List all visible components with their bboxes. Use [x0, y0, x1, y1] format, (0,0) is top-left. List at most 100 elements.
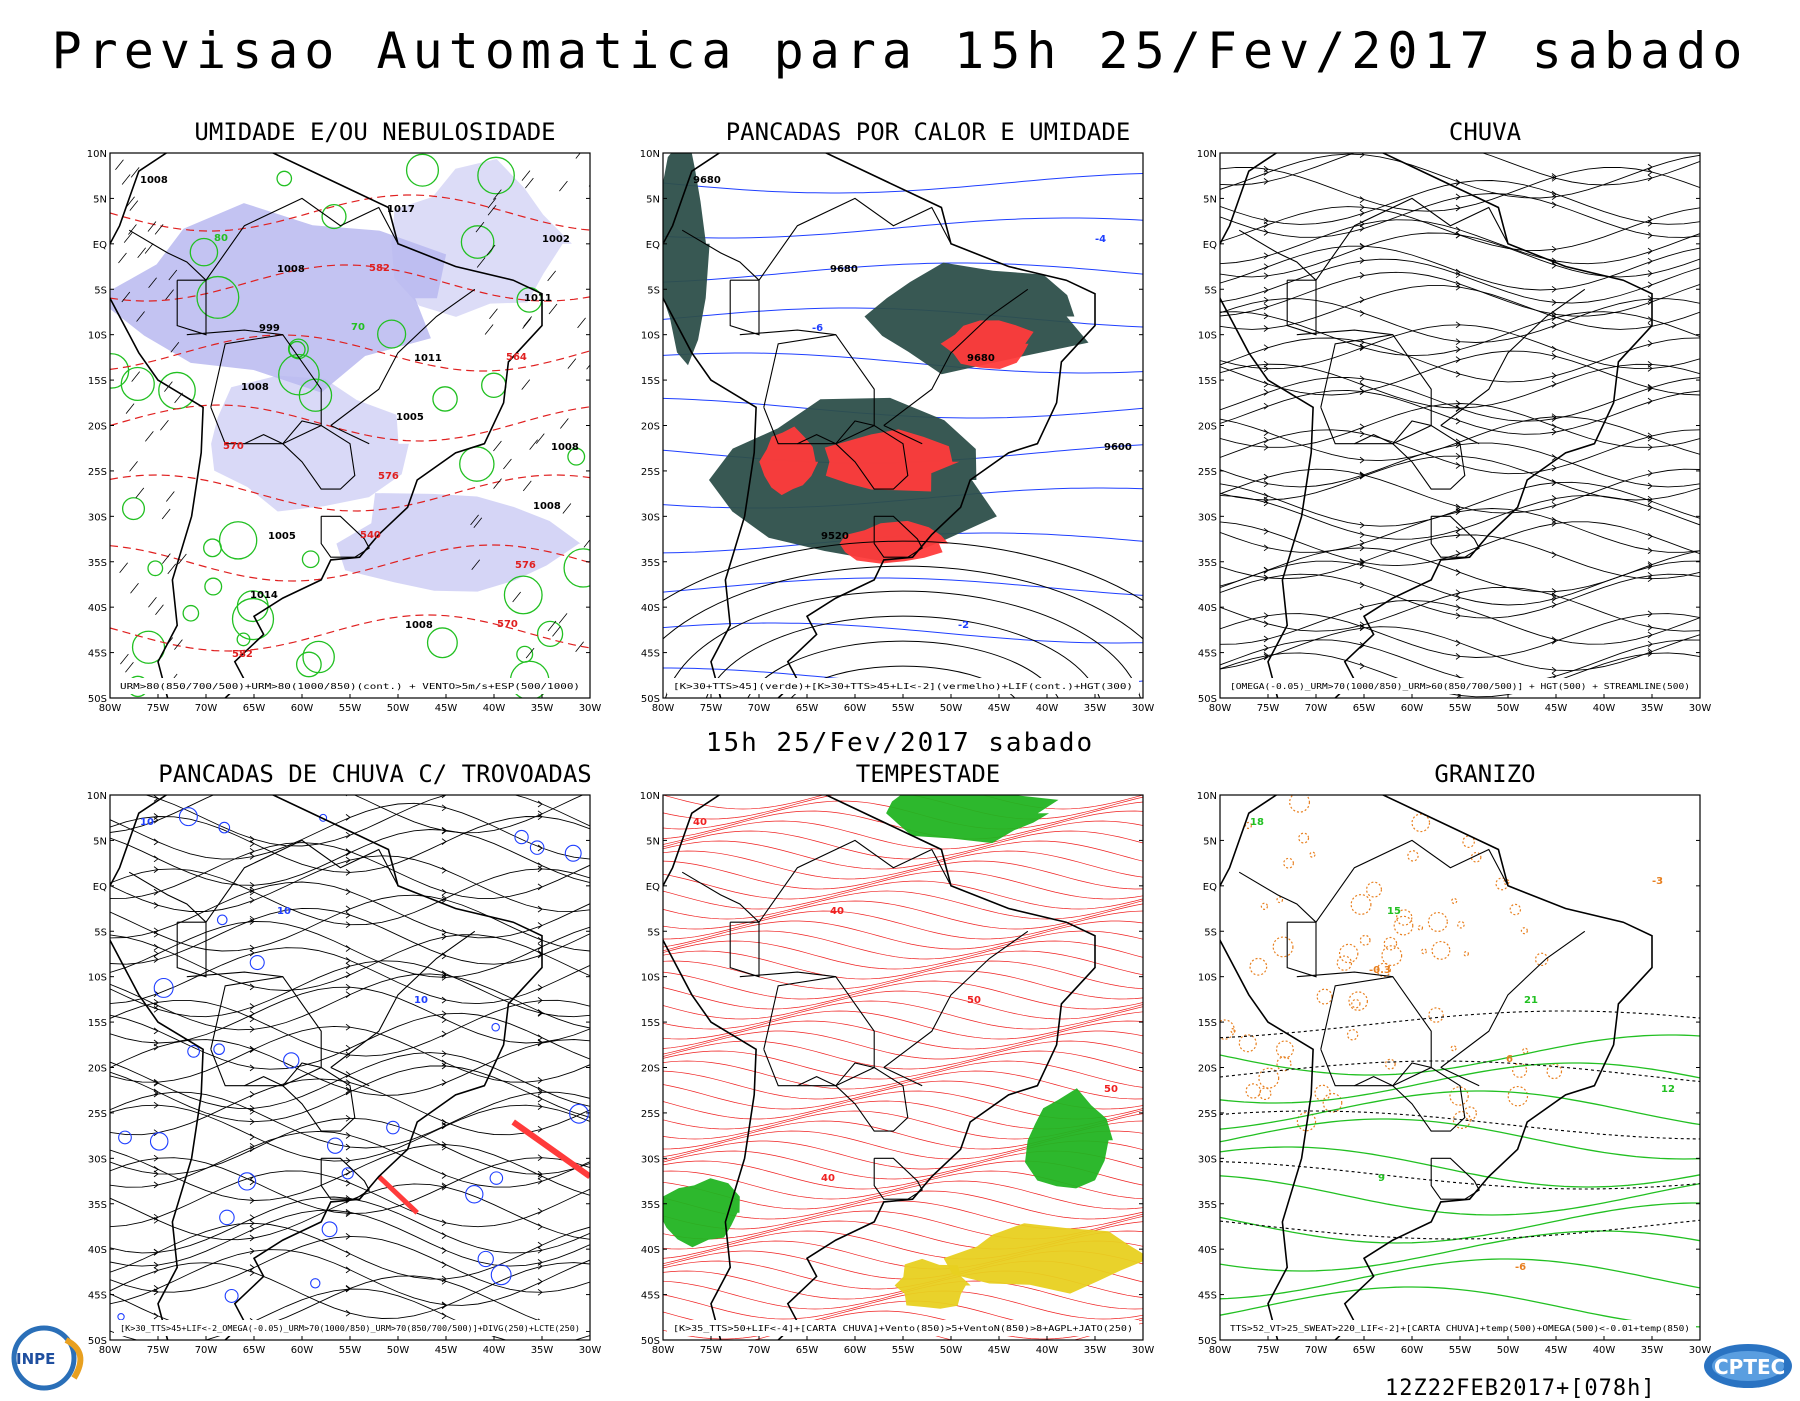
wind-arrow: [115, 159, 124, 171]
lon-label: 35W: [1084, 1345, 1107, 1356]
lon-label: 60W: [844, 1345, 867, 1356]
storm-area: [1025, 1088, 1113, 1189]
streamline-arrow: [537, 1278, 543, 1285]
omega-contour: [1452, 1110, 1471, 1129]
map-plot: [110, 153, 590, 698]
omega-contour: [1522, 1047, 1529, 1054]
lat-label: 5S: [647, 285, 660, 296]
streamline-arrow: [1359, 642, 1365, 649]
lon-label: 75W: [1257, 703, 1280, 714]
streamline-arrow: [345, 814, 351, 821]
lon-label: 55W: [892, 703, 915, 714]
streamline-arrow: [345, 1157, 351, 1164]
streamline-arrow: [1647, 397, 1653, 405]
lat-label: 25S: [1198, 467, 1217, 478]
streamline-arrow: [537, 883, 543, 891]
wind-contour: [663, 1010, 1143, 1040]
lat-label: 5N: [646, 836, 660, 847]
lon-label: 30W: [579, 703, 602, 714]
streamline-arrow: [1455, 346, 1461, 353]
country-border: [1296, 971, 1393, 978]
convection-area: [663, 153, 710, 366]
streamline-arrow: [249, 1107, 255, 1115]
streamline-arrow: [1551, 372, 1557, 379]
lon-label: 50W: [940, 1345, 963, 1356]
caption-box: [1224, 1320, 1696, 1336]
omega-contour: [1376, 962, 1391, 978]
divergence-contour: [489, 1171, 504, 1185]
wind-arrow: [486, 244, 496, 256]
streamline-arrow: [1456, 143, 1460, 149]
streamline-arrow: [153, 1002, 159, 1010]
south-america-coastline: [663, 153, 1096, 698]
lon-label: 70W: [195, 1345, 218, 1356]
lon-label: 70W: [748, 1345, 771, 1356]
streamline-arrow: [1455, 462, 1461, 469]
lat-label: 10S: [641, 331, 660, 342]
temperature-contour: [1220, 1062, 1700, 1104]
country-border: [797, 1075, 837, 1087]
lat-label: 5N: [93, 836, 107, 847]
lon-label: 75W: [700, 1345, 723, 1356]
lon-label: 40W: [1036, 1345, 1059, 1356]
streamline-arrow: [1455, 526, 1461, 533]
country-border: [739, 329, 836, 336]
streamline-arrow: [249, 1247, 255, 1255]
streamline-arrow: [345, 1233, 351, 1240]
country-border: [1430, 515, 1480, 558]
streamline-arrow: [1551, 595, 1557, 602]
jet-area: [894, 1258, 971, 1309]
contour-label: -2: [958, 620, 969, 631]
streamline-arrow: [1359, 343, 1365, 351]
wind-arrow: [135, 487, 145, 499]
wind-contour: [663, 980, 1143, 1010]
wind-arrow: [129, 461, 138, 472]
country-border: [763, 976, 875, 1087]
lat-label: 20S: [1198, 1064, 1217, 1075]
streamline-arrow: [1455, 438, 1461, 446]
unstable-area: [824, 429, 960, 492]
country-border: [1320, 334, 1432, 445]
streamline-arrow: [1647, 575, 1653, 583]
divergence-contour: [117, 1313, 125, 1321]
streamline-arrow: [1455, 508, 1461, 515]
country-border: [210, 976, 322, 1087]
streamline-arrow: [1455, 506, 1461, 514]
streamline-arrow: [1359, 209, 1365, 217]
contour-label: 1011: [414, 353, 442, 364]
lat-label: 10N: [87, 149, 107, 160]
streamline-arrow: [345, 1179, 351, 1187]
streamline-arrow: [1647, 650, 1653, 657]
lon-label: 30W: [1132, 1345, 1155, 1356]
wind-contour: [663, 795, 1143, 820]
wind-contour: [663, 960, 1143, 990]
streamline-arrow: [1455, 271, 1461, 279]
contour-label: 40: [821, 1173, 835, 1184]
lon-label: 45W: [1545, 703, 1568, 714]
temperature-contour: [1220, 1090, 1700, 1130]
streamline-arrow: [441, 1312, 447, 1320]
humidity-contour: [196, 275, 240, 319]
streamline-arrow: [441, 1277, 447, 1285]
wind-arrow: [160, 419, 169, 431]
thickness-contour: [110, 264, 590, 302]
contour-label: 50: [1104, 1084, 1118, 1095]
lat-label: 40S: [1198, 603, 1217, 614]
lon-label: 75W: [700, 703, 723, 714]
lat-label: 10S: [641, 973, 660, 984]
streamline-arrow: [153, 950, 159, 958]
country-border: [1354, 1075, 1394, 1087]
streamline-arrow: [153, 1079, 159, 1087]
streamline-arrow: [441, 804, 447, 812]
lat-label: 25S: [641, 467, 660, 478]
divergence-contour: [149, 1132, 169, 1151]
main-title: Previsao Automatica para 15h 25/Fev/2017…: [51, 22, 1749, 80]
lat-label: EQ: [93, 240, 107, 251]
panel-caption: [K>35_TTS>50+LIF<-4]+[CARTA CHUVA]+Vento…: [673, 1324, 1133, 1333]
streamline-arrow: [249, 918, 255, 925]
wind-arrow: [523, 316, 532, 327]
streamline-arrow: [153, 1027, 159, 1035]
divergence-contour: [569, 1103, 589, 1124]
country-border: [1238, 229, 1317, 281]
lon-label: 70W: [748, 703, 771, 714]
